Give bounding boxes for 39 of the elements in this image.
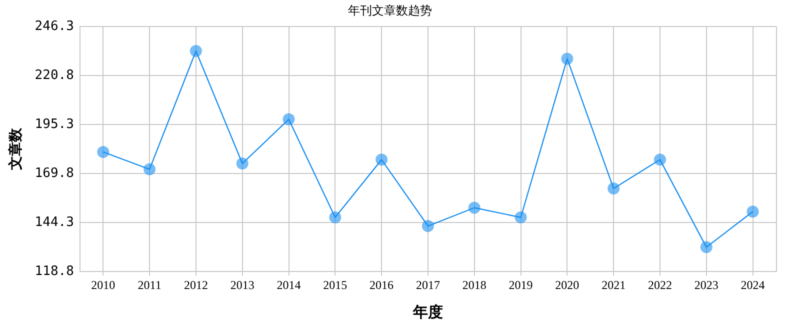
point	[422, 220, 434, 232]
point	[190, 45, 202, 58]
y-axis-title: 文章数	[7, 127, 24, 171]
x-axis-title: 年度	[412, 302, 443, 321]
chart-title: 年刊文章数趋势	[348, 3, 432, 18]
x-tick-label: 2014	[276, 278, 301, 292]
y-tick-label: 220.8	[34, 68, 74, 83]
x-tick-label: 2010	[91, 278, 116, 292]
x-tick-label: 2017	[416, 278, 440, 292]
point	[329, 211, 342, 224]
x-tick-label: 2013	[230, 278, 254, 292]
x-tick-label: 2016	[370, 278, 394, 292]
point	[654, 154, 666, 166]
point	[561, 52, 574, 65]
point	[608, 182, 620, 195]
point	[746, 206, 759, 218]
x-tick-label: 2023	[694, 278, 718, 292]
x-tick-label: 2019	[508, 278, 533, 292]
y-tick-label: 144.3	[34, 214, 74, 230]
x-tick-label: 2015	[323, 278, 348, 292]
point	[514, 211, 527, 224]
y-tick-label: 246.3	[34, 18, 74, 34]
point	[376, 154, 388, 166]
x-tick-label: 2012	[184, 278, 208, 292]
point	[700, 241, 712, 254]
point	[97, 146, 110, 158]
x-tick-label: 2011	[138, 278, 162, 292]
point	[468, 202, 480, 214]
x-tick-label: 2020	[555, 278, 580, 292]
x-tick-label: 2024	[740, 278, 765, 292]
y-tick-label: 118.8	[34, 264, 74, 279]
point	[282, 113, 295, 126]
x-tick-label: 2018	[462, 278, 486, 292]
x-tick-label: 2022	[648, 278, 672, 292]
point	[236, 158, 248, 170]
point	[144, 163, 156, 176]
x-tick-label: 2021	[602, 278, 626, 292]
y-tick-label: 195.3	[34, 116, 74, 132]
y-tick-label: 169.8	[34, 166, 74, 181]
